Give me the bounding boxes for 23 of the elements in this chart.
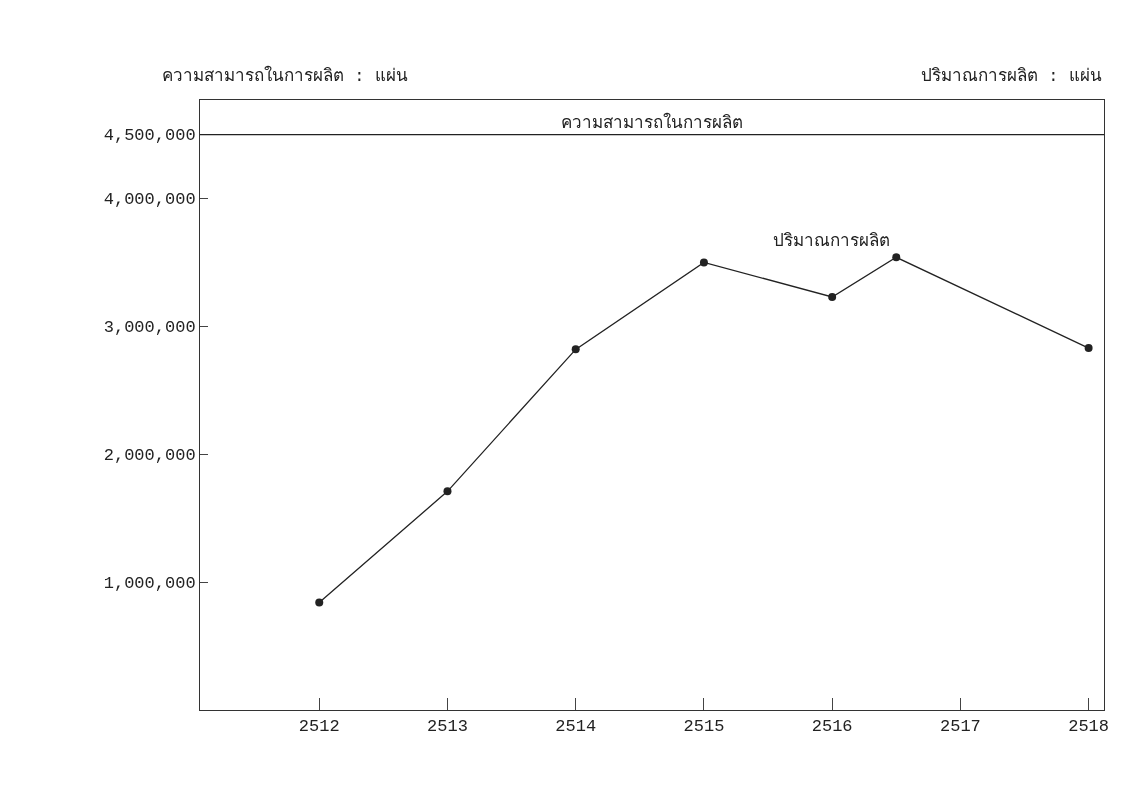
y-tick-label: 4,500,000 [103,126,196,146]
x-tick-label: 2516 [811,717,853,737]
ref-line-label: ความสามารถในการผลิต [561,112,743,133]
x-tick-label: 2512 [298,717,340,737]
series-label: ปริมาณการผลิต [773,232,890,251]
point [892,253,901,262]
y-tick-label: 2,000,000 [103,446,196,466]
x-tick-label: 2518 [1068,717,1110,737]
point [828,292,837,301]
y-tick-label: 4,000,000 [103,190,196,210]
point [699,258,708,267]
text: ปริมาณการผลิต : แผ่น [921,67,1102,86]
point [1084,344,1093,353]
y-axis-title: ความสามารถในการผลิต : แผ่น [162,65,408,86]
y-tick-label: 3,000,000 [103,318,196,338]
x-tick-label: 2514 [555,717,597,737]
x-tick-label: 2517 [939,717,981,737]
point [571,345,580,354]
point [443,487,452,496]
y-tick-label: 1,000,000 [103,574,196,594]
x-tick-label: 2513 [427,717,468,737]
x-tick-label: 2515 [683,717,725,737]
point [315,598,324,607]
